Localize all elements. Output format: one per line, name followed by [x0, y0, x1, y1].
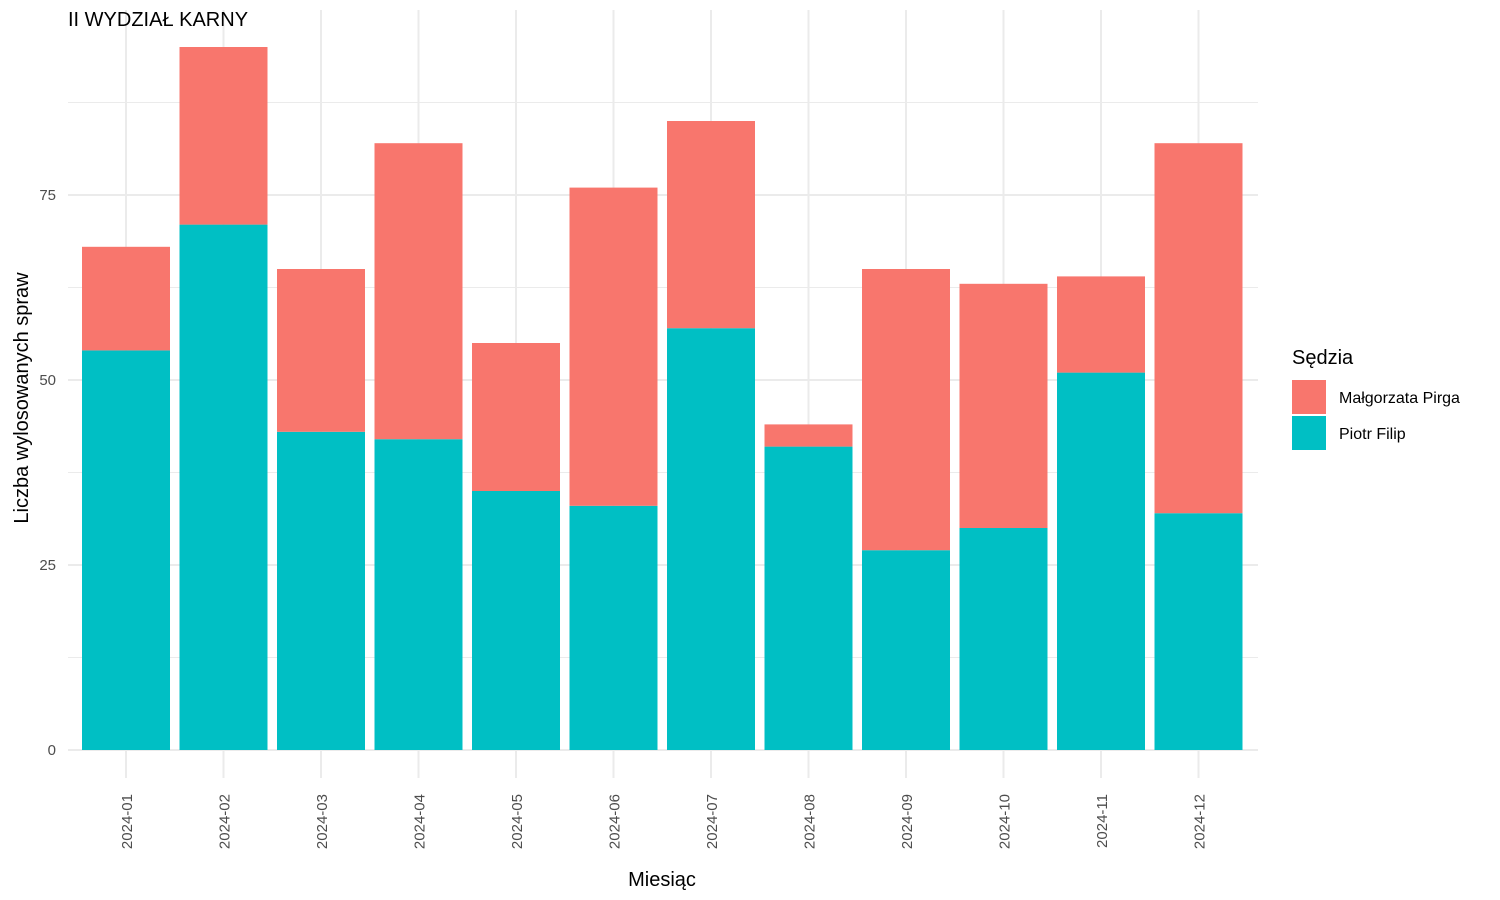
chart-title: II WYDZIAŁ KARNY — [68, 9, 248, 31]
bars — [82, 47, 1243, 751]
bar-segment-malgorzata-pirga — [569, 187, 658, 506]
bar-segment-piotr-filip — [277, 431, 365, 750]
bar-segment-malgorzata-pirga — [667, 121, 755, 329]
bar-segment-malgorzata-pirga — [374, 143, 463, 440]
bar-segment-piotr-filip — [667, 328, 755, 750]
x-tick-label: 2024-07 — [704, 794, 721, 849]
bar-segment-malgorzata-pirga — [277, 269, 365, 432]
bar-segment-piotr-filip — [1154, 513, 1243, 750]
axes: 0 25 50 75 2024-01 2024-02 2024-03 2024-04 2024-… — [39, 187, 1208, 849]
bar-segment-piotr-filip — [472, 491, 560, 750]
y-tick-label: 0 — [48, 742, 56, 759]
bar-segment-malgorzata-pirga — [862, 269, 950, 551]
bar-segment-piotr-filip — [959, 528, 1048, 750]
y-tick-label: 75 — [39, 187, 56, 204]
bar-segment-malgorzata-pirga — [764, 424, 853, 447]
legend-label: Małgorzata Pirga — [1339, 390, 1460, 407]
legend-title: Sędzia — [1292, 347, 1354, 369]
x-tick-label: 2024-10 — [997, 794, 1014, 849]
bar-segment-malgorzata-pirga — [472, 343, 560, 491]
x-tick-label: 2024-12 — [1192, 794, 1209, 849]
bar-segment-piotr-filip — [1057, 372, 1145, 750]
bar-segment-malgorzata-pirga — [179, 47, 268, 225]
x-tick-label: 2024-06 — [607, 794, 624, 849]
y-tick-label: 25 — [39, 557, 56, 574]
bar-segment-malgorzata-pirga — [1154, 143, 1243, 514]
legend: Sędzia Małgorzata Pirga Piotr Filip — [1292, 347, 1460, 450]
bar-segment-piotr-filip — [374, 439, 463, 750]
x-axis-title: Miesiąc — [628, 869, 696, 891]
legend-swatch — [1292, 416, 1326, 450]
x-tick-label: 2024-04 — [412, 794, 429, 849]
bar-segment-malgorzata-pirga — [82, 246, 170, 351]
x-tick-label: 2024-05 — [509, 794, 526, 849]
bar-segment-malgorzata-pirga — [959, 283, 1048, 528]
x-tick-label: 2024-02 — [217, 794, 234, 849]
bar-segment-piotr-filip — [569, 505, 658, 750]
x-tick-label: 2024-08 — [802, 794, 819, 849]
legend-swatch — [1292, 380, 1326, 414]
bar-segment-piotr-filip — [179, 224, 268, 751]
bar-segment-piotr-filip — [764, 446, 853, 750]
bar-segment-piotr-filip — [862, 550, 950, 750]
x-tick-label: 2024-03 — [314, 794, 331, 849]
x-tick-label: 2024-09 — [899, 794, 916, 849]
x-tick-label: 2024-11 — [1094, 794, 1111, 848]
x-tick-label: 2024-01 — [119, 794, 136, 849]
legend-label: Piotr Filip — [1339, 426, 1406, 443]
y-tick-label: 50 — [39, 372, 56, 389]
y-axis-title: Liczba wylosowanych spraw — [11, 272, 33, 524]
bar-segment-piotr-filip — [82, 350, 170, 750]
bar-segment-malgorzata-pirga — [1057, 276, 1145, 373]
